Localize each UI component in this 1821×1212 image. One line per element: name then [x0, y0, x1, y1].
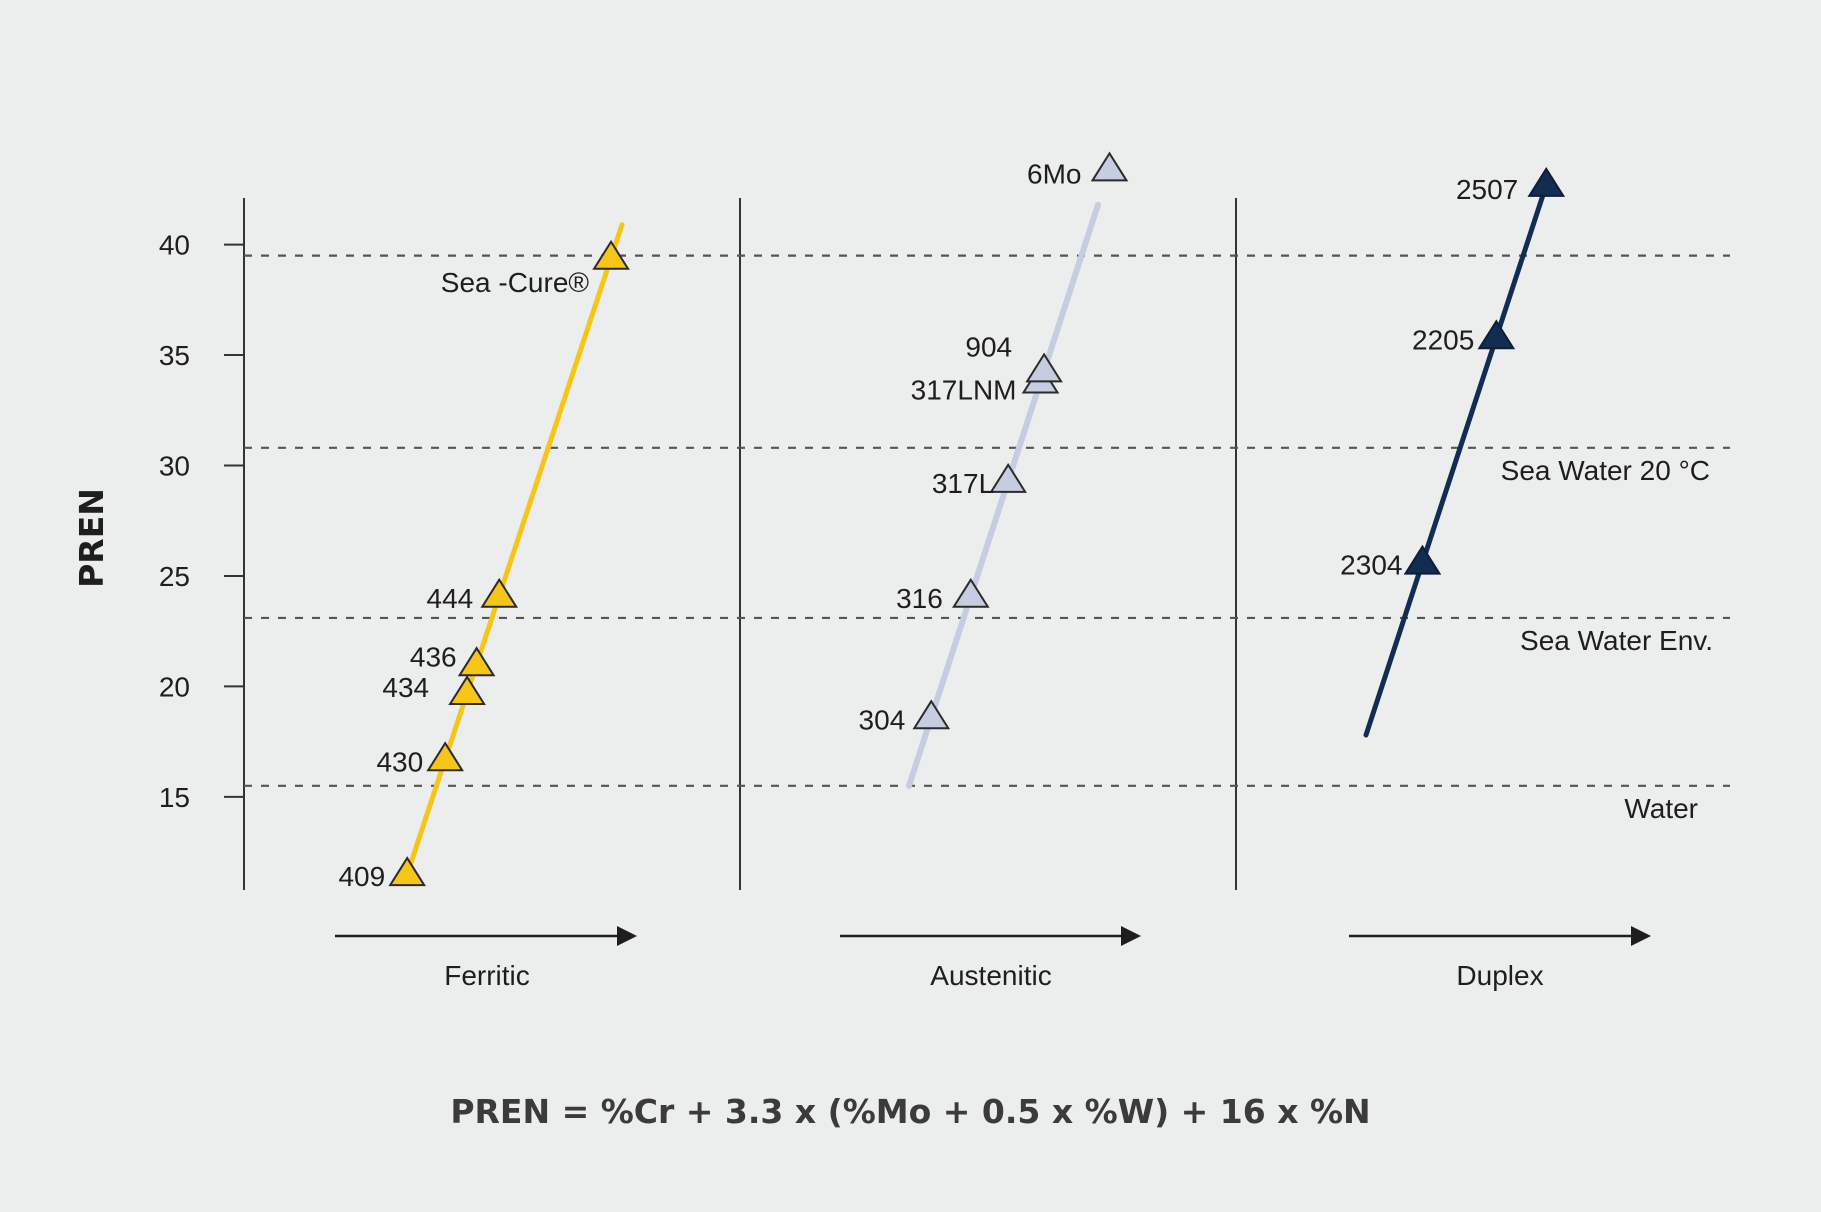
data-point-marker	[951, 577, 990, 608]
data-point-label: 434	[382, 672, 429, 703]
data-point-label: 304	[859, 704, 906, 735]
threshold-label: Water	[1624, 793, 1698, 824]
data-point-marker	[912, 699, 951, 730]
data-point-label: 409	[338, 861, 385, 892]
data-point-marker	[592, 239, 630, 270]
trend-line	[1363, 180, 1550, 738]
y-axis-label: PREN	[72, 488, 111, 588]
data-point-label: 316	[896, 583, 943, 614]
data-point-marker	[480, 577, 519, 608]
y-tick-label: 30	[159, 451, 190, 482]
y-tick-label: 35	[159, 340, 190, 371]
data-point-marker	[989, 462, 1027, 493]
trend-line	[402, 222, 625, 884]
data-point-label: 444	[427, 583, 474, 614]
category-arrow-head	[617, 926, 637, 946]
pren-formula: PREN = %Cr + 3.3 x (%Mo + 0.5 x %W) + 16…	[450, 1092, 1371, 1131]
category-label: Ferritic	[444, 960, 530, 991]
data-point-label: 317L	[932, 468, 994, 499]
data-point-marker	[448, 675, 486, 705]
data-point-marker	[1477, 319, 1516, 350]
data-point-marker	[388, 856, 427, 887]
y-tick-label: 25	[159, 561, 190, 592]
y-tick-label: 40	[159, 230, 190, 261]
data-point-label: Sea -Cure®	[441, 267, 590, 298]
threshold-label: Sea Water Env.	[1520, 625, 1713, 656]
data-point-label: 904	[965, 332, 1012, 363]
data-point-label: 430	[376, 746, 423, 777]
data-point-marker	[1025, 352, 1063, 383]
category-arrow-head	[1631, 926, 1651, 946]
category-arrow-head	[1121, 926, 1141, 946]
data-point-label: 2304	[1340, 550, 1402, 581]
data-point-label: 2205	[1412, 324, 1474, 355]
y-tick-label: 20	[159, 671, 190, 702]
data-point-label: 436	[410, 641, 457, 672]
data-point-marker	[1090, 151, 1129, 182]
data-point-marker	[426, 741, 464, 772]
trend-line	[906, 201, 1101, 789]
data-point-marker	[457, 646, 496, 677]
category-label: Austenitic	[930, 960, 1051, 991]
y-tick-label: 15	[159, 782, 190, 813]
data-point-label: 317LNM	[911, 375, 1017, 406]
threshold-label: Sea Water 20 °C	[1501, 455, 1710, 486]
category-label: Duplex	[1456, 960, 1543, 991]
data-point-marker	[1403, 544, 1442, 575]
data-point-label: 2507	[1456, 174, 1518, 205]
data-point-marker	[1527, 166, 1566, 197]
data-point-label: 6Mo	[1027, 158, 1081, 189]
